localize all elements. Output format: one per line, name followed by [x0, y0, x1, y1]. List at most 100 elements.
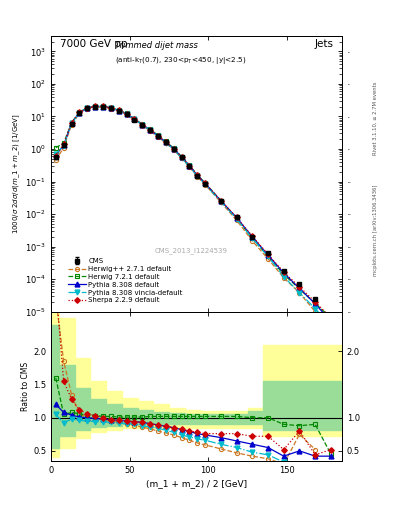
Pythia 8.308 default [85, 105, 90, 111]
Sherpa 2.2.9 default [124, 111, 129, 117]
Sherpa 2.2.9 default [297, 284, 302, 290]
Pythia 8.308 vincia-default [266, 253, 270, 260]
Text: Rivet 3.1.10, ≥ 2.7M events: Rivet 3.1.10, ≥ 2.7M events [373, 81, 378, 155]
Text: CMS_2013_I1224539: CMS_2013_I1224539 [154, 248, 227, 254]
Pythia 8.308 default [116, 108, 121, 114]
Herwig++ 2.7.1 default [148, 128, 152, 134]
Herwig 7.2.1 default [266, 253, 270, 260]
Pythia 8.308 default [234, 215, 239, 221]
Pythia 8.308 vincia-default [156, 133, 160, 139]
Herwig++ 2.7.1 default [297, 290, 302, 296]
Pythia 8.308 default [108, 105, 113, 111]
Sherpa 2.2.9 default [266, 251, 270, 258]
Herwig 7.2.1 default [85, 104, 90, 111]
Pythia 8.308 vincia-default [140, 122, 145, 128]
Line: Herwig 7.2.1 default: Herwig 7.2.1 default [54, 104, 333, 320]
Sherpa 2.2.9 default [77, 110, 82, 116]
Pythia 8.308 vincia-default [116, 108, 121, 114]
Pythia 8.308 vincia-default [297, 290, 302, 296]
Pythia 8.308 vincia-default [281, 273, 286, 280]
Line: Pythia 8.308 default: Pythia 8.308 default [53, 104, 333, 324]
Pythia 8.308 vincia-default [108, 105, 113, 111]
Herwig++ 2.7.1 default [69, 122, 74, 128]
Sherpa 2.2.9 default [140, 121, 145, 127]
Herwig++ 2.7.1 default [53, 157, 58, 163]
Pythia 8.308 default [148, 127, 152, 133]
Pythia 8.308 default [77, 110, 82, 116]
Text: Trimmed dijet mass: Trimmed dijet mass [115, 41, 200, 50]
Sherpa 2.2.9 default [187, 162, 192, 168]
Herwig++ 2.7.1 default [195, 174, 200, 180]
Herwig 7.2.1 default [179, 154, 184, 160]
Herwig 7.2.1 default [124, 110, 129, 116]
Sherpa 2.2.9 default [329, 315, 333, 321]
Herwig++ 2.7.1 default [77, 110, 82, 116]
Herwig 7.2.1 default [187, 162, 192, 168]
Herwig++ 2.7.1 default [156, 134, 160, 140]
Text: mcplots.cern.ch [arXiv:1306.3436]: mcplots.cern.ch [arXiv:1306.3436] [373, 185, 378, 276]
Pythia 8.308 default [250, 234, 255, 240]
Sherpa 2.2.9 default [69, 120, 74, 126]
Herwig 7.2.1 default [281, 271, 286, 278]
Pythia 8.308 default [313, 301, 318, 307]
Text: 7000 GeV pp: 7000 GeV pp [60, 38, 127, 49]
Pythia 8.308 vincia-default [69, 120, 74, 126]
Pythia 8.308 vincia-default [148, 127, 152, 134]
Sherpa 2.2.9 default [195, 172, 200, 178]
Pythia 8.308 vincia-default [219, 199, 223, 205]
Herwig++ 2.7.1 default [234, 217, 239, 223]
Sherpa 2.2.9 default [93, 103, 97, 110]
Pythia 8.308 vincia-default [124, 111, 129, 117]
Herwig++ 2.7.1 default [281, 275, 286, 281]
Herwig++ 2.7.1 default [124, 112, 129, 118]
Sherpa 2.2.9 default [61, 141, 66, 147]
Sherpa 2.2.9 default [156, 133, 160, 139]
Pythia 8.308 default [124, 111, 129, 117]
Pythia 8.308 vincia-default [93, 103, 97, 110]
Pythia 8.308 vincia-default [203, 181, 208, 187]
Pythia 8.308 default [140, 121, 145, 127]
Pythia 8.308 default [132, 116, 137, 122]
Sherpa 2.2.9 default [234, 215, 239, 221]
Pythia 8.308 default [187, 162, 192, 168]
Pythia 8.308 vincia-default [85, 105, 90, 111]
Pythia 8.308 default [195, 172, 200, 178]
Sherpa 2.2.9 default [53, 153, 58, 159]
Pythia 8.308 default [156, 133, 160, 139]
Pythia 8.308 vincia-default [195, 173, 200, 179]
X-axis label: (m_1 + m_2) / 2 [GeV]: (m_1 + m_2) / 2 [GeV] [146, 479, 247, 488]
Sherpa 2.2.9 default [281, 269, 286, 275]
Sherpa 2.2.9 default [163, 139, 168, 145]
Pythia 8.308 default [171, 145, 176, 152]
Y-axis label: Ratio to CMS: Ratio to CMS [21, 361, 30, 411]
Legend: CMS, Herwig++ 2.7.1 default, Herwig 7.2.1 default, Pythia 8.308 default, Pythia : CMS, Herwig++ 2.7.1 default, Herwig 7.2.… [66, 256, 185, 306]
Herwig 7.2.1 default [101, 103, 105, 110]
Pythia 8.308 default [297, 285, 302, 291]
Sherpa 2.2.9 default [132, 116, 137, 122]
Herwig 7.2.1 default [53, 144, 58, 151]
Pythia 8.308 vincia-default [132, 116, 137, 122]
Herwig 7.2.1 default [329, 315, 333, 321]
Pythia 8.308 vincia-default [329, 324, 333, 330]
Herwig 7.2.1 default [93, 103, 97, 110]
Pythia 8.308 vincia-default [179, 155, 184, 161]
Herwig++ 2.7.1 default [116, 108, 121, 114]
Pythia 8.308 vincia-default [77, 110, 82, 116]
Pythia 8.308 vincia-default [53, 151, 58, 157]
Pythia 8.308 default [179, 154, 184, 160]
Pythia 8.308 vincia-default [313, 306, 318, 312]
Herwig++ 2.7.1 default [101, 104, 105, 110]
Pythia 8.308 default [203, 180, 208, 186]
Herwig++ 2.7.1 default [61, 144, 66, 151]
Text: Jets: Jets [314, 38, 333, 49]
Herwig++ 2.7.1 default [219, 199, 223, 205]
Herwig 7.2.1 default [195, 172, 200, 178]
Sherpa 2.2.9 default [171, 145, 176, 152]
Herwig 7.2.1 default [77, 109, 82, 115]
Pythia 8.308 default [219, 198, 223, 204]
Pythia 8.308 vincia-default [234, 216, 239, 222]
Pythia 8.308 default [101, 103, 105, 110]
Sherpa 2.2.9 default [148, 127, 152, 133]
Herwig 7.2.1 default [140, 121, 145, 127]
Herwig 7.2.1 default [116, 107, 121, 113]
